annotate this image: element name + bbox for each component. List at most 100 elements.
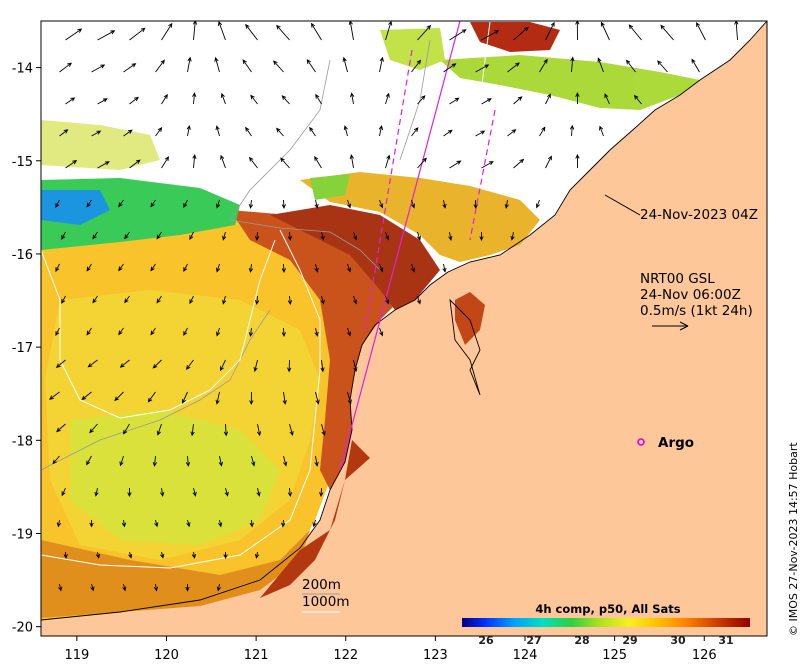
current-arrow-icon (118, 199, 124, 208)
current-arrow-icon (448, 231, 453, 241)
current-arrow-icon (734, 21, 739, 41)
current-arrow-icon (314, 455, 319, 467)
colorbar-tick-label: 27 (526, 634, 541, 647)
current-arrow-icon (281, 199, 286, 210)
current-arrow-icon (61, 295, 66, 304)
current-arrow-icon (410, 263, 416, 273)
contour-1000m-label: 1000m (302, 594, 350, 610)
current-arrow-icon (411, 59, 422, 73)
coastline (41, 21, 767, 621)
current-arrow-icon (190, 423, 195, 437)
current-arrow-icon (379, 327, 384, 337)
credit-text: © IMOS 27-Nov-2023 14:57 Hobart (787, 442, 800, 636)
current-arrow-icon (183, 199, 188, 209)
current-arrow-icon (192, 487, 197, 497)
current-arrow-icon (597, 57, 604, 73)
current-arrow-icon (535, 199, 540, 209)
current-arrow-icon (569, 124, 575, 137)
current-arrow-icon (287, 487, 293, 498)
current-arrow-icon (63, 551, 68, 560)
current-arrow-icon (280, 157, 290, 169)
current-arrow-icon (216, 327, 221, 337)
colorbar-tick-label: 29 (622, 634, 637, 647)
current-arrow-icon (147, 391, 156, 403)
x-axis: 119 120 121 122 123 124 125 126 (64, 636, 717, 663)
colorbar: 4h comp, p50, All Sats 26 27 28 29 30 31 (458, 598, 758, 647)
current-arrow-icon (192, 21, 198, 41)
current-arrow-icon (218, 519, 223, 528)
colorbar-tick-label: 31 (718, 634, 733, 647)
current-arrow-icon (575, 153, 580, 169)
current-arrow-icon (223, 423, 229, 437)
x-tick-label: 123 (423, 648, 448, 663)
current-arrow-icon (249, 519, 254, 528)
current-arrow-icon (191, 551, 197, 559)
current-arrow-icon (153, 583, 159, 592)
current-arrow-icon (416, 295, 421, 305)
current-arrow-icon (187, 56, 192, 73)
current-arrow-icon (660, 24, 674, 41)
x-tick-label: 124 (513, 648, 538, 663)
current-arrow-icon (251, 455, 256, 467)
current-arrow-icon (121, 519, 127, 528)
current-arrow-icon (570, 56, 575, 73)
current-arrow-icon (156, 295, 162, 304)
current-arrow-icon (192, 92, 197, 105)
current-arrow-icon (254, 231, 260, 242)
current-arrow-icon (513, 26, 529, 41)
current-arrow-icon (216, 199, 221, 209)
current-arrow-icon (92, 231, 98, 240)
current-arrow-icon (161, 156, 170, 169)
current-arrow-icon (254, 295, 260, 306)
current-arrow-icon (155, 59, 165, 73)
current-arrow-icon (342, 56, 348, 73)
contour-200m-label: 200m (302, 577, 341, 593)
current-arrow-icon (86, 199, 92, 208)
current-arrow-icon (152, 359, 162, 369)
timestamp-label: 24-Nov-2023 04Z (640, 207, 758, 223)
current-arrow-icon (156, 231, 162, 240)
current-arrow-icon (215, 391, 220, 405)
bathymetry-1000m (41, 21, 491, 569)
current-arrow-icon (346, 199, 352, 209)
current-arrow-icon (479, 232, 484, 242)
colorbar-gradient (462, 618, 750, 627)
current-arrow-icon (314, 156, 322, 169)
current-arrow-icon (481, 30, 500, 41)
current-arrow-icon (385, 92, 390, 105)
current-arrow-icon (287, 295, 293, 306)
current-arrow-icon (281, 95, 290, 105)
current-arrow-icon (481, 161, 494, 169)
current-arrow-icon (628, 24, 642, 41)
colorbar-title: 4h comp, p50, All Sats (535, 602, 680, 616)
current-arrow-icon (350, 92, 355, 105)
current-arrow-icon (124, 295, 130, 304)
current-arrow-icon (256, 423, 262, 437)
scale-arrow-icon (652, 321, 689, 331)
current-arrow-icon (545, 155, 552, 169)
current-arrow-icon (625, 59, 636, 73)
current-arrow-icon (248, 263, 254, 273)
current-arrow-icon (87, 359, 98, 368)
current-arrow-icon (385, 154, 391, 169)
colorbar-background (458, 598, 758, 634)
current-time-label: 24-Nov 06:00Z (640, 287, 741, 303)
current-arrow-icon (287, 231, 293, 242)
current-arrow-icon (216, 263, 221, 273)
current-arrow-icon (442, 199, 447, 209)
current-arrow-icon (510, 231, 515, 241)
current-arrow-icon (442, 263, 447, 273)
current-arrow-icon (118, 263, 124, 272)
current-arrow-icon (379, 199, 384, 209)
current-arrow-icon (353, 359, 358, 373)
argo-float-marker[interactable] (637, 438, 645, 446)
current-arrow-icon (416, 231, 421, 241)
current-arrow-icon (215, 125, 220, 137)
current-arrow-icon (443, 129, 453, 137)
current-source-label: NRT00 GSL (640, 271, 715, 287)
current-arrow-icon (513, 158, 525, 169)
current-arrow-icon (55, 327, 60, 337)
y-tick-label: -14 (12, 62, 33, 77)
current-arrow-icon (315, 93, 322, 105)
current-arrow-icon (417, 95, 426, 105)
